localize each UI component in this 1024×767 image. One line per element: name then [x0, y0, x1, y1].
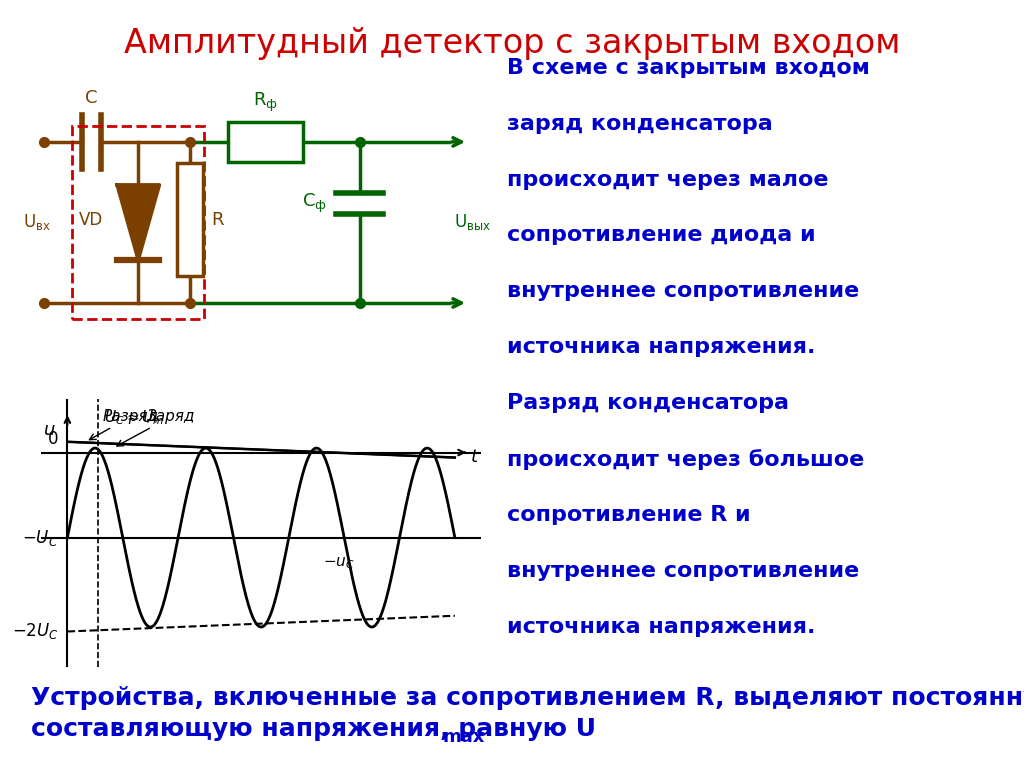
Text: Заряд: Заряд [117, 410, 195, 446]
Text: Разряд конденсатора: Разряд конденсатора [507, 393, 788, 413]
Text: В схеме с закрытым входом: В схеме с закрытым входом [507, 58, 869, 77]
Polygon shape [117, 185, 160, 260]
Text: C: C [85, 89, 97, 107]
Text: u: u [44, 421, 55, 439]
Text: C$_{\mathsf{ф}}$: C$_{\mathsf{ф}}$ [302, 192, 327, 216]
Text: 0: 0 [48, 430, 58, 448]
Text: $-U_C$: $-U_C$ [23, 528, 58, 548]
Text: происходит через большое: происходит через большое [507, 449, 864, 470]
Text: составляющую напряжения, равную U: составляющую напряжения, равную U [31, 717, 596, 741]
Text: R: R [211, 211, 224, 229]
Text: сопротивление R и: сопротивление R и [507, 505, 751, 525]
Text: t: t [471, 448, 478, 466]
Bar [177, 163, 203, 276]
Text: заряд конденсатора: заряд конденсатора [507, 114, 773, 133]
Text: $-2U_C$: $-2U_C$ [12, 621, 58, 641]
Text: внутреннее сопротивление: внутреннее сопротивление [507, 561, 859, 581]
Text: Разряд: Разряд [89, 410, 159, 439]
Bar [227, 122, 303, 162]
Text: $-u_C$: $-u_C$ [323, 555, 354, 571]
Text: внутреннее сопротивление: внутреннее сопротивление [507, 281, 859, 301]
Bar [73, 126, 204, 319]
Text: VD: VD [79, 211, 103, 229]
Text: U$_{\mathsf{вх}}$: U$_{\mathsf{вх}}$ [23, 212, 50, 232]
Text: R$_{\mathsf{ф}}$: R$_{\mathsf{ф}}$ [253, 91, 278, 114]
Text: max: max [442, 728, 484, 746]
Text: сопротивление диода и: сопротивление диода и [507, 225, 815, 245]
Text: происходит через малое: происходит через малое [507, 170, 828, 189]
Text: U$_{\mathsf{вых}}$: U$_{\mathsf{вых}}$ [454, 212, 490, 232]
Text: источника напряжения.: источника напряжения. [507, 617, 815, 637]
Text: $U_C\approx U_m$: $U_C\approx U_m$ [104, 409, 165, 427]
Text: Устройства, включенные за сопротивлением R, выделяют постоянную: Устройства, включенные за сопротивлением… [31, 686, 1024, 710]
Text: источника напряжения.: источника напряжения. [507, 337, 815, 357]
Text: Амплитудный детектор с закрытым входом: Амплитудный детектор с закрытым входом [124, 27, 900, 60]
